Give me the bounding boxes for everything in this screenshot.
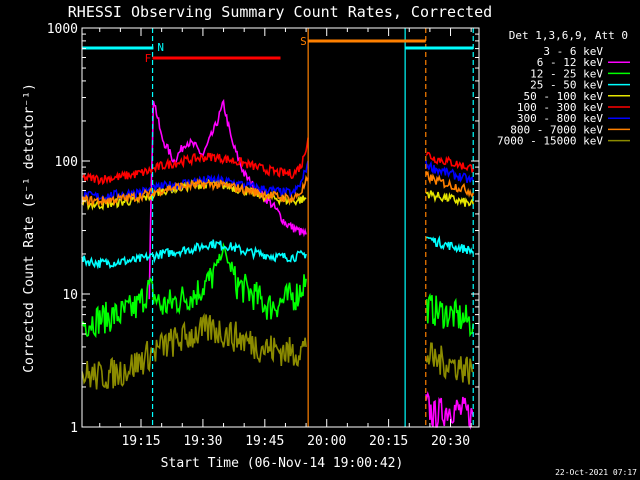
x-tick-label-2: 19:45 xyxy=(245,434,284,449)
series-line-8-seg-1 xyxy=(425,342,474,385)
series-layer xyxy=(81,86,474,430)
legend-label-1: 6 - 12 keV xyxy=(537,56,604,69)
series-line-4-seg-1 xyxy=(425,190,474,207)
y-tick-label-3: 1000 xyxy=(47,22,78,37)
series-line-6-seg-1 xyxy=(425,159,474,183)
marker-label-f: F xyxy=(145,52,152,65)
marker-layer: NF S xyxy=(82,28,474,427)
marker-label-n: N xyxy=(157,41,164,54)
legend-label-8: 7000 - 15000 keV xyxy=(497,135,603,148)
x-tick-label-4: 20:15 xyxy=(369,434,408,449)
plot-frame xyxy=(81,27,480,428)
legend-label-3: 25 - 50 keV xyxy=(530,79,603,92)
y-tick-label-0: 1 xyxy=(70,421,78,436)
series-line-7-seg-0 xyxy=(81,174,309,208)
legend-label-2: 12 - 25 keV xyxy=(530,67,603,80)
series-line-0-seg-0 xyxy=(81,389,153,428)
legend-label-6: 300 - 800 keV xyxy=(517,112,603,125)
series-line-2-seg-0 xyxy=(81,242,307,339)
series-line-1-seg-1 xyxy=(425,390,474,430)
series-line-4-seg-0 xyxy=(81,178,307,211)
x-tick-label-5: 20:30 xyxy=(431,434,470,449)
chart-title: RHESSI Observing Summary Count Rates, Co… xyxy=(68,3,492,21)
x-tick-label-1: 19:30 xyxy=(183,434,222,449)
axis-layer: 19:15 19:30 19:45 20:00 20:15 20:30 1 10 100 1000 xyxy=(47,22,479,449)
series-line-2-seg-1 xyxy=(425,292,474,338)
legend-label-7: 800 - 7000 keV xyxy=(510,123,603,136)
series-line-3-seg-0 xyxy=(81,239,307,270)
series-line-3-seg-1 xyxy=(425,235,474,256)
y-tick-label-1: 10 xyxy=(62,288,78,303)
footer-timestamp: 22-Oct-2021 07:17 xyxy=(555,468,637,477)
legend-label-4: 50 - 100 keV xyxy=(524,90,604,103)
y-tick-label-2: 100 xyxy=(55,155,78,170)
legend-label-0: 3 - 6 keV xyxy=(543,45,603,58)
series-line-5-seg-0 xyxy=(81,137,309,186)
legend-label-5: 100 - 300 keV xyxy=(517,101,603,114)
legend-title: Det 1,3,6,9, Att 0 xyxy=(509,29,628,42)
series-line-8-seg-0 xyxy=(81,312,307,390)
marker-label-s: S xyxy=(300,35,307,48)
series-line-7-seg-1 xyxy=(425,170,474,199)
y-axis-label: Corrected Count Rate (s⁻¹ detector⁻¹) xyxy=(22,83,37,373)
x-tick-label-0: 19:15 xyxy=(121,434,160,449)
x-axis-label: Start Time (06-Nov-14 19:00:42) xyxy=(161,456,404,471)
x-tick-label-3: 20:00 xyxy=(307,434,346,449)
series-line-5-seg-1 xyxy=(425,151,474,173)
